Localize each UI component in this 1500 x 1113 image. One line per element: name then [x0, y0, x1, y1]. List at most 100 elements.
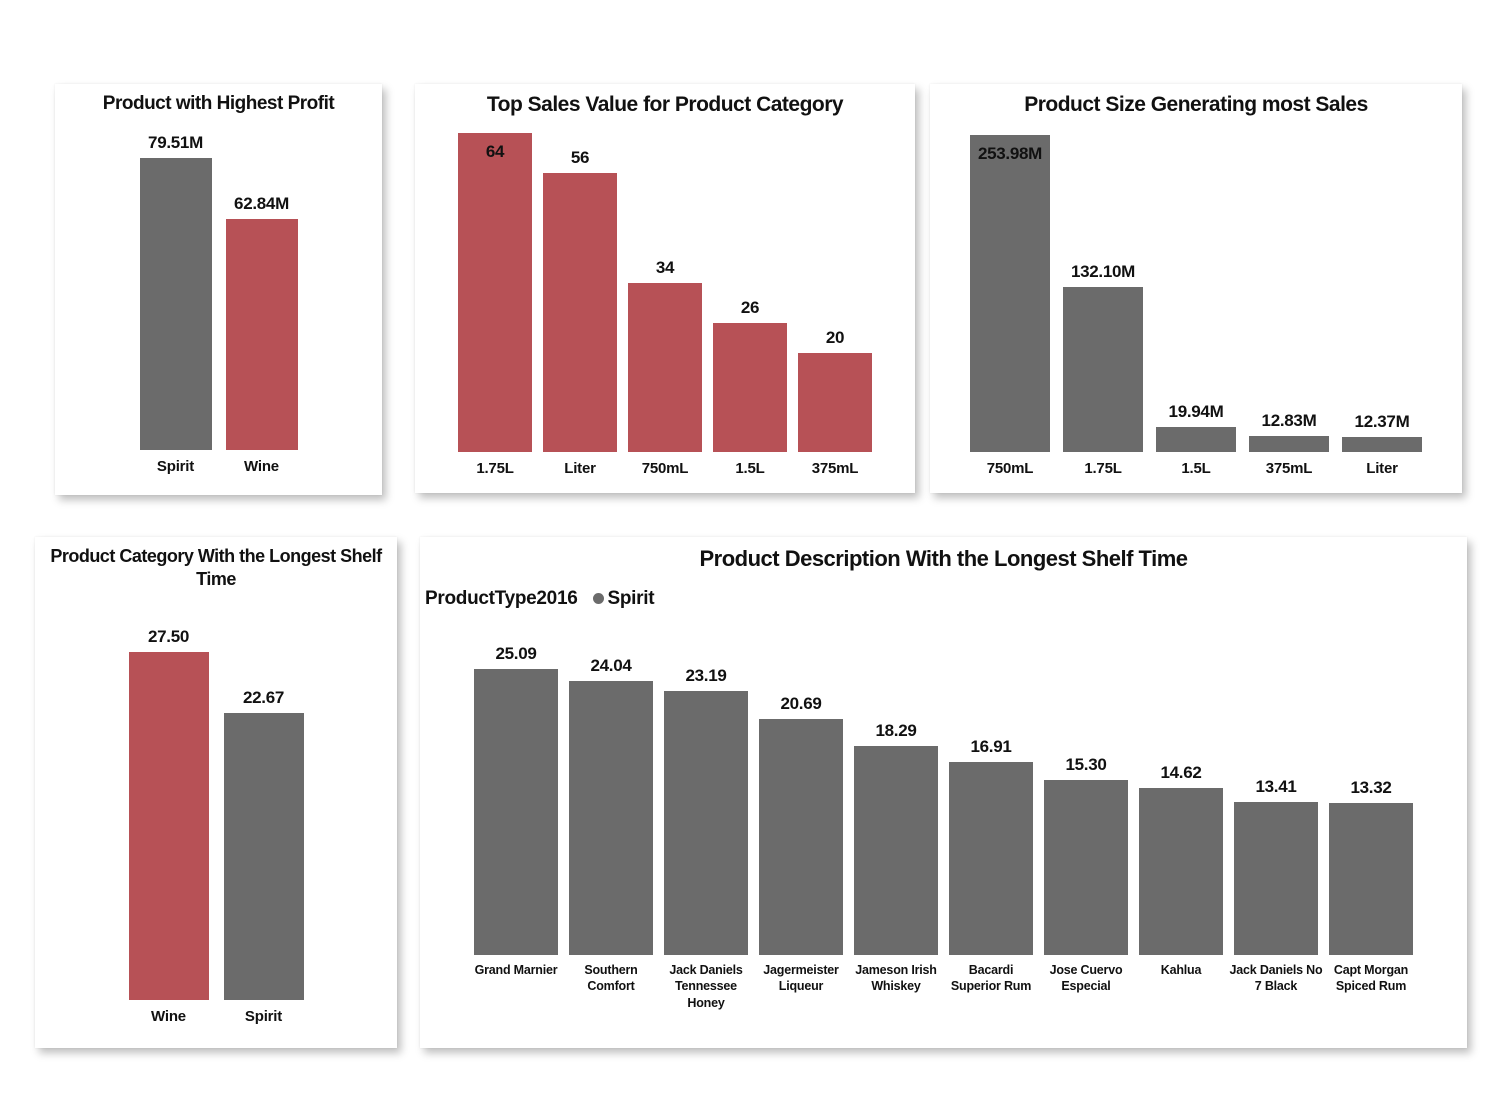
value-label: 253.98M — [977, 143, 1043, 163]
value-label: 24.04 — [590, 655, 632, 675]
bar-column: 12.83M — [1249, 133, 1329, 453]
bar-column: 56 — [543, 133, 617, 453]
value-label: 64 — [485, 142, 505, 162]
value-label: 132.10M — [1070, 261, 1136, 281]
bar-column: 132.10M — [1063, 133, 1143, 453]
bar-750ml[interactable] — [628, 282, 702, 453]
bar-bacardi-superior-rum[interactable] — [949, 762, 1033, 955]
value-label: 12.83M — [1261, 411, 1317, 431]
bar-column: 23.19 — [664, 625, 748, 955]
bar-jameson-irish-whiskey[interactable] — [854, 746, 938, 955]
chart-card-highest-profit: Product with Highest Profit 79.51M 62.84M… — [55, 84, 382, 495]
x-axis-labels: 1.75L Liter 750mL 1.5L 375mL — [415, 459, 915, 479]
bar-column: 79.51M — [139, 120, 212, 450]
bar-spirit[interactable] — [139, 158, 212, 450]
category-label: 1.5L — [735, 460, 765, 478]
chart-card-size-most-sales: Product Size Generating most Sales 253.9… — [930, 84, 1462, 493]
bar-1-5l[interactable] — [713, 322, 787, 453]
bar-1-5l[interactable] — [1156, 427, 1236, 453]
legend-marker-icon — [593, 593, 605, 604]
bar-spirit[interactable] — [223, 712, 304, 1000]
bar-liter[interactable] — [1342, 436, 1422, 453]
value-label: 56 — [570, 148, 590, 168]
category-label: Wine — [151, 1008, 186, 1025]
category-label: 750mL — [641, 460, 689, 478]
value-label: 19.94M — [1168, 402, 1224, 422]
bar-1-75l[interactable] — [1063, 286, 1143, 453]
bar-1-75l[interactable]: 64 — [458, 133, 532, 453]
value-label: 34 — [655, 257, 675, 277]
category-label: 1.5L — [1181, 460, 1211, 478]
bar-375ml[interactable] — [798, 352, 872, 453]
value-label: 13.41 — [1255, 776, 1297, 796]
bar-column: 62.84M — [225, 120, 298, 450]
category-label: 375mL — [811, 460, 859, 478]
bar-grand-marnier[interactable] — [474, 669, 558, 955]
bar-column: 253.98M — [970, 133, 1050, 453]
bar-column: 27.50 — [128, 601, 209, 1000]
value-label: 15.30 — [1065, 755, 1107, 775]
category-label: Spirit — [156, 457, 195, 475]
bar-column: 15.30 — [1044, 625, 1128, 955]
bar-column: 13.41 — [1234, 625, 1318, 955]
bar-plot: 253.98M 132.10M 19.94M 12.83M 12.37M — [930, 133, 1462, 453]
category-label: Jose Cuervo Especial — [1049, 962, 1123, 994]
category-label: Southern Comfort — [584, 962, 638, 994]
bar-wine[interactable] — [128, 651, 209, 1000]
value-label: 20 — [825, 327, 845, 347]
value-label: 14.62 — [1160, 763, 1202, 783]
x-axis-labels: Spirit Wine — [55, 457, 382, 477]
bar-750ml[interactable]: 253.98M — [970, 134, 1050, 453]
bar-column: 19.94M — [1156, 133, 1236, 453]
bar-column: 25.09 — [474, 625, 558, 955]
category-label: Bacardi Superior Rum — [950, 962, 1032, 994]
bar-column: 14.62 — [1139, 625, 1223, 955]
bar-jagermeister-liqueur[interactable] — [759, 719, 843, 955]
bar-column: 20.69 — [759, 625, 843, 955]
bar-southern-comfort[interactable] — [569, 680, 653, 955]
bar-column: 24.04 — [569, 625, 653, 955]
category-label: 1.75L — [1084, 460, 1122, 478]
value-label: 27.50 — [147, 626, 190, 646]
value-label: 12.37M — [1354, 411, 1410, 431]
bar-liter[interactable] — [543, 173, 617, 453]
bar-jack-daniels-no-7-black[interactable] — [1234, 801, 1318, 955]
chart-title: Top Sales Value for Product Category — [486, 93, 844, 116]
bar-jose-cuervo-especial[interactable] — [1044, 780, 1128, 955]
value-label: 13.32 — [1350, 777, 1392, 797]
bar-column: 13.32 — [1329, 625, 1413, 955]
category-label: Jameson Irish Whiskey — [855, 962, 937, 994]
chart-title: Product with Highest Profit — [102, 93, 335, 114]
category-label: Jack Daniels Tennessee Honey — [669, 962, 743, 1011]
bar-column: 16.91 — [949, 625, 1033, 955]
category-label: Spirit — [244, 1008, 283, 1025]
x-axis-labels: Wine Spirit — [35, 1007, 397, 1027]
x-axis-labels: 750mL 1.75L 1.5L 375mL Liter — [930, 459, 1462, 479]
x-axis-labels: Grand Marnier Southern Comfort Jack Daniel… — [420, 962, 1467, 1013]
category-label: 750mL — [986, 460, 1034, 478]
category-label: Wine — [244, 457, 279, 475]
chart-title: Product Category With the Longest Shelf … — [50, 546, 382, 589]
bar-375ml[interactable] — [1249, 436, 1329, 453]
chart-title: Product Size Generating most Sales — [1024, 93, 1368, 116]
bar-jack-daniels-tennessee-honey[interactable] — [664, 690, 748, 955]
category-label: Jagermeister Liqueur — [763, 962, 839, 994]
legend: ProductType2016 Spirit — [420, 587, 1467, 611]
bar-column: 18.29 — [854, 625, 938, 955]
bar-column: 34 — [628, 133, 702, 453]
bar-wine[interactable] — [225, 219, 298, 450]
bar-capt-morgan-spiced-rum[interactable] — [1329, 802, 1413, 955]
bar-plot: 27.50 22.67 — [35, 601, 397, 1000]
category-label: 375mL — [1265, 460, 1313, 478]
category-label: Grand Marnier — [474, 962, 558, 977]
bar-kahlua[interactable] — [1139, 788, 1223, 955]
value-label: 79.51M — [148, 133, 203, 153]
bar-plot: 25.09 24.04 23.19 20.69 18.29 16.91 15.30 14.62… — [420, 625, 1467, 955]
chart-card-description-shelf-time: Product Description With the Longest She… — [420, 537, 1467, 1048]
bar-column: 12.37M — [1342, 133, 1422, 453]
bar-column: 26 — [713, 133, 787, 453]
bar-plot: 64 56 34 26 20 — [415, 133, 915, 453]
bar-column: 20 — [798, 133, 872, 453]
category-label: Jack Daniels No 7 Black — [1229, 962, 1323, 994]
bar-plot: 79.51M 62.84M — [55, 120, 382, 450]
